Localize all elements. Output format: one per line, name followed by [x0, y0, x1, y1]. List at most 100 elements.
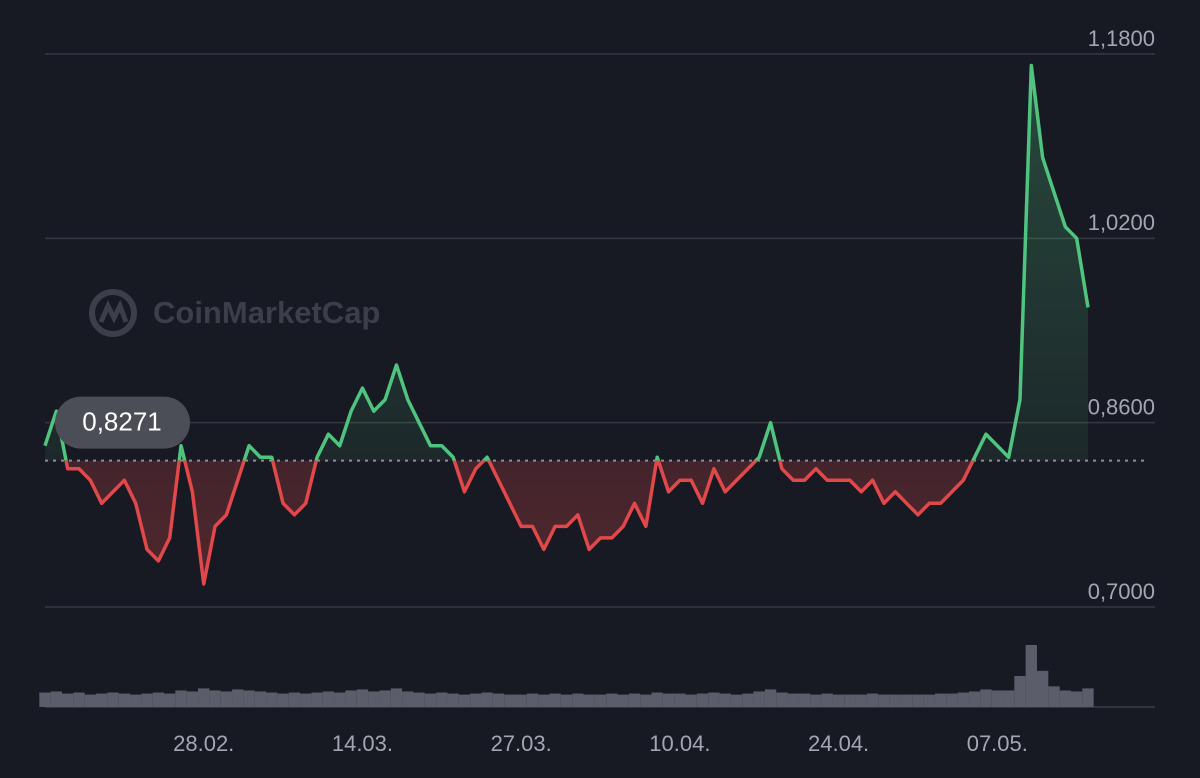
volume-bar — [447, 693, 459, 707]
volume-bar — [628, 693, 641, 707]
volume-bar — [583, 694, 595, 707]
volume-bar — [413, 692, 425, 707]
x-tick-label: 24.04. — [808, 731, 869, 756]
volume-bar — [492, 693, 505, 707]
volume-bar — [209, 690, 221, 707]
volume-bar — [730, 694, 743, 707]
volume-bar — [152, 692, 165, 707]
volume-bar — [549, 693, 561, 707]
volume-bar — [572, 693, 584, 707]
volume-bar — [594, 694, 607, 707]
volume-bar — [560, 694, 573, 707]
volume-bar — [832, 694, 845, 707]
volume-bar — [50, 691, 63, 707]
volume-bar — [220, 691, 233, 707]
volume-bar — [300, 693, 312, 707]
volume-bar — [1014, 676, 1026, 707]
volume-bar — [526, 693, 539, 707]
volume-bar — [390, 688, 403, 707]
baseline-pill — [55, 396, 190, 449]
volume-bar — [651, 692, 663, 707]
volume-bar — [368, 691, 380, 707]
volume-bar — [538, 694, 550, 707]
volume-bar — [186, 691, 199, 707]
y-tick-label: 1,0200 — [1088, 210, 1155, 235]
volume-bar — [674, 693, 686, 707]
volume-bar — [84, 694, 97, 707]
volume-bar — [254, 691, 267, 707]
volume-bar — [889, 694, 901, 707]
watermark-logo-mark — [98, 299, 129, 324]
volume-bar — [742, 693, 754, 707]
watermark: CoinMarketCap — [153, 295, 380, 330]
volume-bar — [844, 694, 856, 707]
volume-bar — [1048, 686, 1060, 707]
y-tick-label: 0,8600 — [1088, 394, 1155, 419]
volume-bar — [1082, 688, 1094, 707]
volume-bar — [617, 694, 629, 707]
x-tick-label: 10.04. — [649, 731, 710, 756]
baseline-label: 0,8271 — [82, 406, 162, 436]
volume-bar — [991, 690, 1003, 707]
volume-bar — [787, 693, 799, 707]
volume-bar — [776, 692, 788, 707]
x-tick-label: 14.03. — [332, 731, 393, 756]
volume-bar — [130, 694, 142, 707]
volume-bar — [311, 692, 323, 707]
volume-bar — [141, 693, 153, 707]
volume-bar — [753, 691, 765, 707]
volume-bar — [855, 694, 867, 707]
y-tick-label: 1,1800 — [1088, 26, 1155, 51]
volume-bar — [923, 694, 935, 707]
volume-bar — [934, 693, 947, 707]
volume-bar — [719, 693, 731, 707]
volume-bar — [322, 691, 335, 707]
volume-bar — [1036, 670, 1049, 707]
watermark-logo — [89, 289, 137, 337]
volume-bar — [708, 692, 720, 707]
volume-bar — [164, 693, 176, 707]
volume-bar — [900, 694, 913, 707]
volume-bar — [810, 694, 822, 707]
volume-bar — [515, 694, 527, 707]
volume-bar — [458, 694, 471, 707]
volume-bar — [436, 692, 448, 707]
volume-bar — [424, 693, 437, 707]
volume-bar — [481, 692, 493, 707]
volume-bar — [118, 693, 131, 707]
volume-bar — [1070, 691, 1083, 707]
volume-bar — [1025, 645, 1037, 707]
watermark-group: CoinMarketCap — [89, 289, 380, 337]
volume-bar — [96, 693, 108, 707]
volume-bar — [685, 694, 697, 707]
volume-bar — [277, 693, 289, 707]
volume-bar — [62, 693, 74, 707]
volume-bar — [798, 693, 811, 707]
volume-bar — [696, 693, 709, 707]
volume-bar — [232, 689, 244, 707]
volume-bar — [198, 688, 210, 707]
x-tick-label: 07.05. — [967, 731, 1028, 756]
volume-bar — [821, 693, 833, 707]
volume-bar — [175, 690, 187, 707]
x-tick-label: 27.03. — [491, 731, 552, 756]
price-line-down — [64, 460, 975, 586]
volume-bar — [878, 694, 890, 707]
x-tick-label: 28.02. — [173, 731, 234, 756]
volume-bar — [379, 690, 391, 707]
volume-bar — [470, 693, 482, 707]
volume-bar — [1059, 690, 1071, 707]
volume-bar — [504, 694, 516, 707]
volume-bar — [73, 692, 85, 707]
volume-bar — [957, 692, 969, 707]
volume-bar — [946, 693, 958, 707]
volume-bar — [39, 692, 51, 707]
volume-bar — [866, 693, 879, 707]
volume-bar — [243, 690, 255, 707]
volume-bar — [266, 692, 278, 707]
volume-bar — [980, 689, 992, 707]
volume-bar — [345, 690, 357, 707]
volume-bar — [640, 694, 652, 707]
volume-bar — [402, 691, 414, 707]
